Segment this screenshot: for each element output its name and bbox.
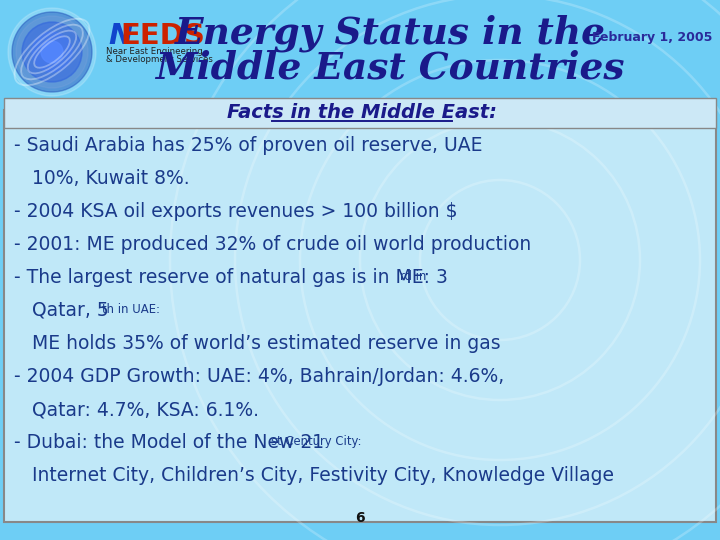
Text: Qatar: 4.7%, KSA: 6.1%.: Qatar: 4.7%, KSA: 6.1%. [14,400,259,419]
Text: - 2004 KSA oil exports revenues > 100 billion $: - 2004 KSA oil exports revenues > 100 bi… [14,202,457,221]
Text: rd in: rd in [400,270,426,283]
Text: Facts in the Middle East:: Facts in the Middle East: [227,104,497,123]
Text: - Dubai: the Model of the New 21: - Dubai: the Model of the New 21 [14,433,324,452]
Text: Middle East Countries: Middle East Countries [156,50,625,86]
Text: Near East Engineering: Near East Engineering [106,46,203,56]
Text: EEDS: EEDS [120,22,205,50]
Text: ME holds 35% of world’s estimated reserve in gas: ME holds 35% of world’s estimated reserv… [14,334,500,353]
FancyBboxPatch shape [4,98,716,128]
Text: - The largest reserve of natural gas is in ME: 3: - The largest reserve of natural gas is … [14,268,448,287]
Text: 10%, Kuwait 8%.: 10%, Kuwait 8%. [14,169,189,188]
Text: Qatar, 5: Qatar, 5 [14,301,109,320]
Text: th in UAE:: th in UAE: [102,303,161,316]
Circle shape [41,41,63,63]
Text: st Century City:: st Century City: [271,435,361,448]
Circle shape [39,39,65,65]
Text: Internet City, Children’s City, Festivity City, Knowledge Village: Internet City, Children’s City, Festivit… [14,466,614,485]
Circle shape [22,22,82,82]
Circle shape [8,8,96,96]
Text: - Saudi Arabia has 25% of proven oil reserve, UAE: - Saudi Arabia has 25% of proven oil res… [14,136,482,155]
Circle shape [12,12,92,92]
Circle shape [24,24,80,80]
Text: - 2001: ME produced 32% of crude oil world production: - 2001: ME produced 32% of crude oil wor… [14,235,531,254]
Text: Energy Status in the: Energy Status in the [174,14,606,52]
Text: N: N [108,22,132,50]
FancyBboxPatch shape [4,110,716,522]
Text: 6: 6 [355,511,365,525]
Text: - 2004 GDP Growth: UAE: 4%, Bahrain/Jordan: 4.6%,: - 2004 GDP Growth: UAE: 4%, Bahrain/Jord… [14,367,504,386]
FancyBboxPatch shape [0,0,720,110]
Circle shape [32,32,72,72]
Text: February 1, 2005: February 1, 2005 [592,31,712,44]
Text: & Development Services: & Development Services [106,56,213,64]
Circle shape [16,16,88,88]
Circle shape [32,32,72,72]
